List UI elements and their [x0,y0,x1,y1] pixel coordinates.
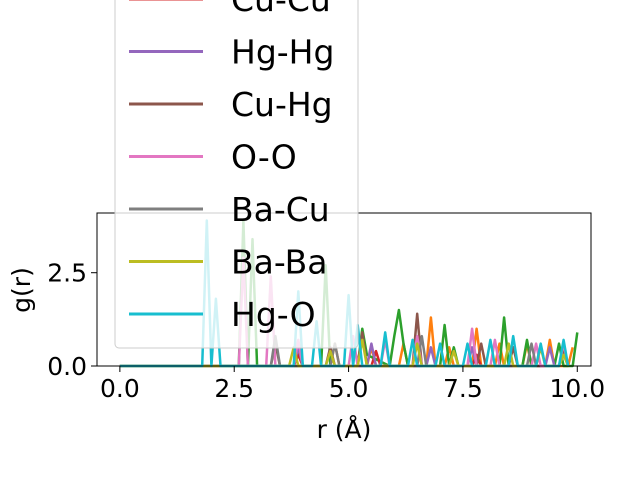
x-axis: 0.0 2.5 5.0 7.5 10.0 [100,366,605,403]
y-axis-label: g(r) [7,267,36,313]
y-tick-label: 2.5 [47,259,87,288]
legend-label-2: Cu-Cu [231,0,331,19]
y-axis: 0.0 2.5 [47,259,97,381]
legend-label-3: Hg-Hg [231,33,334,72]
legend-label-8: Hg-O [231,295,316,334]
legend-label-5: O-O [231,138,297,177]
legend-label-7: Ba-Ba [231,243,327,282]
x-tick-label: 2.5 [214,374,254,403]
x-axis-label: r (Å) [317,415,372,444]
legend-label-6: Ba-Cu [231,190,330,229]
legend-label-4: Cu-Hg [231,85,333,124]
y-tick-label: 0.0 [47,352,87,381]
x-tick-label: 5.0 [329,374,369,403]
x-tick-label: 0.0 [100,374,140,403]
x-tick-label: 7.5 [443,374,483,403]
x-tick-label: 10.0 [549,374,605,403]
